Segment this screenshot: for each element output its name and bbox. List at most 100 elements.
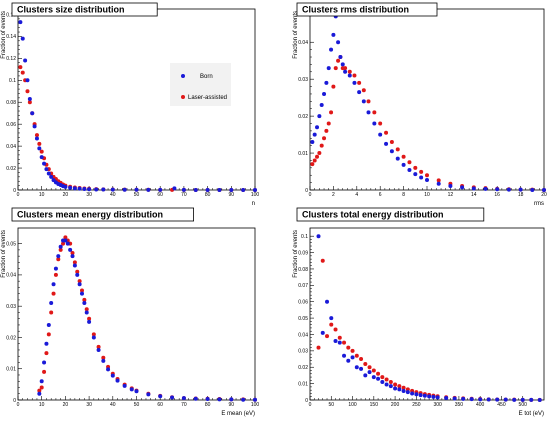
born-point [384,382,389,387]
born-point [94,187,99,192]
born-point [537,398,542,402]
born-point [68,185,73,190]
born-point [452,396,457,401]
y-tick-label: 0.06 [6,122,16,128]
x-tick-label: 14 [471,192,477,198]
laser-point [371,368,376,373]
plot-frame [309,227,545,401]
y-tick-label: 0.16 [6,12,16,18]
born-point [193,188,198,192]
laser-point [401,385,406,390]
laser-point [325,334,330,339]
born-point [241,397,246,402]
born-point [461,396,466,401]
laser-point [393,382,398,387]
panel-4: 0 50 100 150 200 250 300 350 400 450 500 0 0.01 0.02 0… [293,207,545,417]
y-tick-label: 0.04 [298,40,308,46]
y-tick-label: 0.12 [6,56,16,62]
x-tick-label: 0 [309,192,312,198]
born-point [495,397,500,402]
laser-point [405,387,410,392]
x-tick-label: 10 [424,192,430,198]
born-point [110,187,115,192]
born-point [324,80,329,85]
laser-point [343,66,348,71]
born-point [87,319,92,324]
born-point [106,367,111,372]
born-point [419,175,424,180]
y-axis-label: Fraction of events [293,11,299,59]
plot-frame [17,227,256,401]
laser-point [326,121,331,126]
born-point [401,162,406,167]
born-point [376,376,381,381]
legend-born-marker [181,74,185,78]
x-tick-label: 100 [251,402,260,408]
born-point [380,379,385,384]
legend-laser-marker [181,95,185,99]
born-point [42,161,47,166]
x-tick-label: 40 [110,402,116,408]
born-point [371,375,376,380]
born-point [53,266,58,271]
born-point [63,184,68,189]
born-point [427,394,432,399]
panel-3: 0 10 20 30 40 50 60 70 80 90 100 0 0.01 0.02 0.03 0.04 0… [1,207,260,417]
laser-point [331,84,336,89]
title-box [11,2,158,17]
born-point [397,387,402,392]
born-point [27,96,32,101]
legend-born-label: Born [200,74,213,80]
x-tick-label: 70 [181,192,187,198]
chart-title: Clusters rms distribution [302,5,409,15]
laser-point [317,151,322,156]
laser-point [397,384,402,389]
laser-point [27,100,32,105]
laser-point [425,173,429,178]
born-point [325,299,330,304]
laser-point [49,310,54,315]
laser-point [329,110,334,115]
y-tick-label: 0.02 [298,114,308,120]
laser-point [61,241,66,246]
title-box [296,207,485,222]
x-tick-label: 150 [370,402,379,408]
laser-point [372,110,377,115]
born-point [46,322,51,327]
born-point [91,335,96,340]
born-point [342,353,347,358]
x-axis-label: E tot (eV) [519,411,544,417]
laser-point [333,66,338,71]
born-point [347,73,352,78]
born-point [405,390,410,395]
y-tick-label: 0.09 [298,250,308,256]
x-axis-label: rms [534,201,544,207]
y-axis-label: Fraction of events [1,11,7,59]
born-point [322,91,327,96]
laser-point [316,345,321,350]
laser-point [87,316,92,321]
born-point [407,168,412,173]
x-tick-label: 350 [455,402,464,408]
y-tick-label: 0.1 [301,234,308,240]
y-tick-label: 0.02 [6,166,16,172]
x-tick-label: 90 [229,192,235,198]
x-tick-label: 0 [17,192,20,198]
born-point [72,186,77,191]
born-point [352,80,357,85]
laser-point [329,322,334,327]
born-point [372,121,377,126]
born-point [82,187,87,192]
laser-point [34,133,39,138]
born-point [436,181,441,186]
x-tick-label: 4 [355,192,358,198]
y-tick-label: 0.04 [6,273,16,279]
laser-point [384,377,389,382]
born-point [395,156,400,161]
born-point [512,397,517,402]
born-point [329,316,334,321]
born-point [431,394,436,399]
born-point [181,187,186,192]
born-point [146,187,151,192]
y-axis-label: Fraction of events [293,230,299,278]
